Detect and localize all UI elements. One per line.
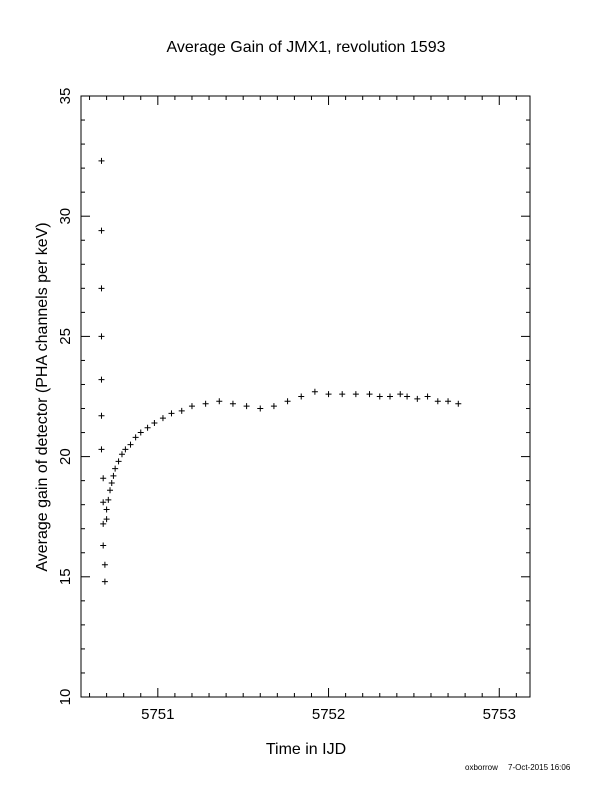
data-point xyxy=(101,578,108,585)
data-point xyxy=(110,472,117,479)
data-point xyxy=(98,227,105,234)
data-point xyxy=(122,446,129,453)
data-point xyxy=(387,393,394,400)
tick-labels: 10 15 20 25 30 35 5751 5752 5753 xyxy=(57,88,516,723)
data-point xyxy=(311,388,318,395)
data-point xyxy=(325,391,332,398)
x-tick-label: 5753 xyxy=(483,706,516,723)
data-point xyxy=(424,393,431,400)
data-point xyxy=(352,391,359,398)
data-point xyxy=(298,393,305,400)
data-point xyxy=(137,429,144,436)
x-tick-label: 5751 xyxy=(141,706,174,723)
data-point xyxy=(100,520,107,527)
data-point xyxy=(151,419,158,426)
y-axis-label: Average gain of detector (PHA channels p… xyxy=(34,222,51,571)
data-point xyxy=(404,393,411,400)
y-tick-label: 15 xyxy=(57,568,74,585)
footer-timestamp: 7-Oct-2015 16:06 xyxy=(508,763,571,772)
data-point xyxy=(98,333,105,340)
data-point xyxy=(103,516,110,523)
data-point xyxy=(414,395,421,402)
data-point xyxy=(284,398,291,405)
footer-author: oxborrow xyxy=(465,763,498,772)
data-point xyxy=(434,398,441,405)
data-point xyxy=(168,410,175,417)
data-point xyxy=(339,391,346,398)
data-point xyxy=(132,434,139,441)
chart-title: Average Gain of JMX1, revolution 1593 xyxy=(167,39,446,56)
data-point xyxy=(101,561,108,568)
data-point xyxy=(270,403,277,410)
data-point xyxy=(216,398,223,405)
data-point xyxy=(98,376,105,383)
y-tick-label: 20 xyxy=(57,448,74,465)
axis-ticks xyxy=(81,95,530,698)
data-point xyxy=(159,415,166,422)
data-point xyxy=(112,465,119,472)
data-point xyxy=(229,400,236,407)
data-point xyxy=(98,412,105,419)
data-point xyxy=(108,480,115,487)
data-point xyxy=(202,400,209,407)
data-point xyxy=(100,475,107,482)
data-point xyxy=(188,403,195,410)
data-point xyxy=(98,157,105,164)
data-point xyxy=(115,458,122,465)
data-point xyxy=(178,407,185,414)
data-point xyxy=(397,391,404,398)
data-point xyxy=(445,398,452,405)
data-point xyxy=(257,405,264,412)
data-point xyxy=(100,499,107,506)
x-tick-label: 5752 xyxy=(312,706,345,723)
y-tick-label: 30 xyxy=(57,208,74,225)
y-tick-label: 35 xyxy=(57,88,74,105)
data-point xyxy=(144,424,151,431)
data-point xyxy=(98,285,105,292)
data-point xyxy=(98,446,105,453)
data-point xyxy=(127,441,134,448)
data-point xyxy=(105,496,112,503)
y-tick-label: 10 xyxy=(57,689,74,706)
plot-frame xyxy=(80,95,531,698)
y-tick-label: 25 xyxy=(57,328,74,345)
data-point xyxy=(107,487,114,494)
data-point xyxy=(455,400,462,407)
data-point xyxy=(243,403,250,410)
data-points xyxy=(98,157,462,585)
data-point xyxy=(118,451,125,458)
x-axis-label: Time in IJD xyxy=(266,741,346,758)
data-point xyxy=(103,506,110,513)
data-point xyxy=(366,391,373,398)
data-point xyxy=(376,393,383,400)
data-point xyxy=(100,542,107,549)
